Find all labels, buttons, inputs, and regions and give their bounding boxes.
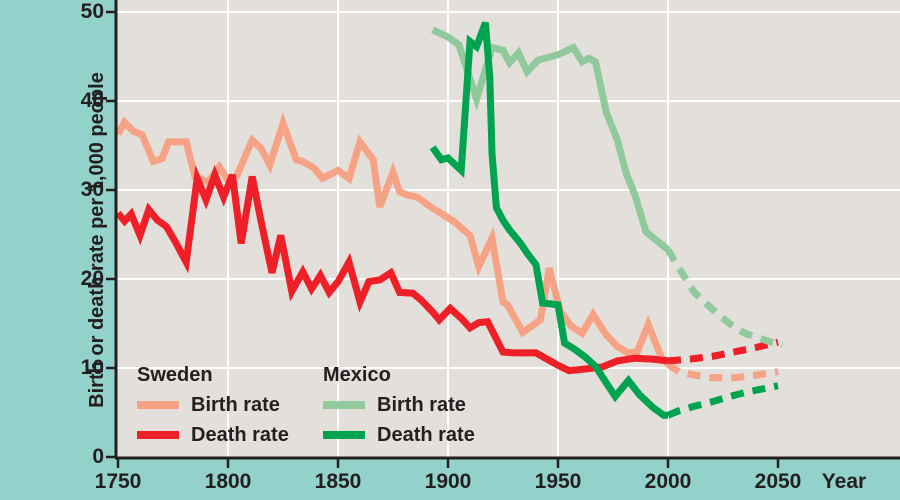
sweden-death-rate-line <box>115 164 669 375</box>
mexico-birth-rate-projection-line <box>664 247 784 349</box>
sweden-death-rate-swatch <box>137 431 179 439</box>
legend-label: Death rate <box>191 423 289 446</box>
legend-item-mexico-death-rate: Death rate <box>323 420 475 450</box>
x-axis-title: Year <box>821 470 867 493</box>
mexico-birth-rate-swatch <box>323 401 365 409</box>
x-tick-label-1950: 1950 <box>534 470 582 493</box>
y-tick-label-40: 40 <box>80 89 104 112</box>
mexico-birth-rate-line <box>431 26 671 253</box>
sweden-birth-rate-projection-line <box>666 361 779 382</box>
y-tick-label-0: 0 <box>92 445 104 468</box>
x-tick-label-2000: 2000 <box>644 470 692 493</box>
x-tick-label-1800: 1800 <box>204 470 252 493</box>
legend-item-mexico-birth-rate: Birth rate <box>323 390 475 420</box>
y-tick-label-20: 20 <box>80 267 104 290</box>
x-tick-label-1850: 1850 <box>314 470 362 493</box>
legend-label: Death rate <box>377 423 475 446</box>
x-tick-label-1900: 1900 <box>424 470 472 493</box>
legend-group-sweden: Sweden Birth rate Death rate <box>137 362 289 450</box>
legend-item-sweden-death-rate: Death rate <box>137 420 289 450</box>
sweden-death-rate-projection-line <box>667 338 779 365</box>
legend-item-sweden-birth-rate: Birth rate <box>137 390 289 420</box>
y-tick-label-50: 50 <box>80 0 104 23</box>
x-tick-label-1750: 1750 <box>94 470 142 493</box>
legend-label: Birth rate <box>377 393 466 416</box>
legend-title-sweden: Sweden <box>137 364 213 386</box>
y-tick-label-10: 10 <box>80 356 104 379</box>
y-tick-label-30: 30 <box>80 178 104 201</box>
mexico-death-rate-swatch <box>323 431 365 439</box>
legend-title-mexico: Mexico <box>323 364 391 386</box>
sweden-birth-rate-swatch <box>137 401 179 409</box>
mexico-death-rate-projection-line <box>666 382 779 419</box>
sweden-birth-rate-line <box>114 112 671 367</box>
legend-label: Birth rate <box>191 393 280 416</box>
mexico-death-rate-line <box>429 21 668 419</box>
x-tick-label-2050: 2050 <box>754 470 802 493</box>
legend-group-mexico: Mexico Birth rate Death rate <box>323 362 475 450</box>
